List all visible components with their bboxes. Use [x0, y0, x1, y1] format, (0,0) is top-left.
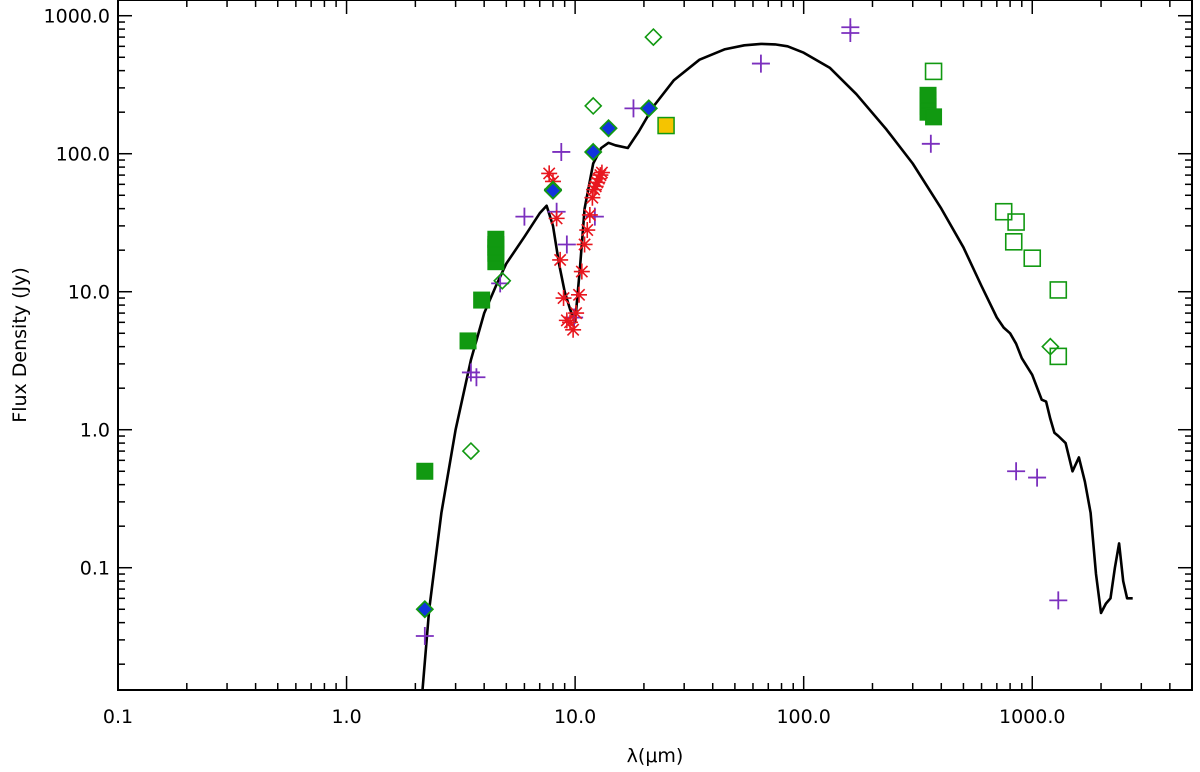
open-diamond-marker: [493, 271, 512, 290]
asterisk-marker: [552, 251, 569, 268]
filled-diamond-marker: [543, 181, 563, 200]
x-tick-label: 1000.0: [999, 706, 1065, 728]
axis-ticks: [117, 0, 1193, 690]
plus-marker: [467, 368, 486, 387]
asterisk-marker: [581, 206, 598, 223]
plus-marker: [624, 99, 643, 118]
plus-marker: [415, 627, 434, 646]
y-tick-label: 0.1: [80, 558, 110, 580]
asterisk-marker: [584, 189, 601, 206]
x-tick-label: 10.0: [554, 706, 596, 728]
plus-marker: [552, 142, 571, 161]
asterisk-marker: [576, 236, 593, 253]
model-sed-line: [421, 42, 1133, 691]
asterisk-marker: [555, 290, 572, 307]
open-diamond-marker: [584, 96, 603, 116]
data-marks: [415, 18, 1068, 646]
asterisk-marker: [548, 210, 565, 227]
y-tick-label: 10.0: [68, 282, 110, 304]
asterisk-marker: [558, 312, 575, 329]
open-square-marker: [924, 62, 943, 81]
y-tick-label: 1.0: [80, 420, 110, 442]
model-curve-group: [421, 42, 1133, 691]
y-tick-label: 1000.0: [44, 6, 110, 28]
open-diamond-marker: [644, 27, 663, 47]
asterisk-marker: [571, 286, 588, 303]
plus-marker: [921, 134, 940, 153]
x-tick-label: 1.0: [331, 706, 361, 728]
x-tick-label: 0.1: [103, 706, 133, 728]
yellow-square-marker: [657, 116, 675, 135]
asterisk-marker: [565, 321, 582, 338]
asterisk-marker: [586, 181, 603, 198]
filled-diamond-marker: [639, 99, 659, 118]
plus-marker: [1028, 468, 1047, 487]
asterisk-marker: [579, 222, 596, 239]
filled-square-marker: [416, 462, 434, 480]
asterisk-marker: [593, 164, 610, 181]
open-square-marker: [1049, 347, 1068, 366]
plot-frame: [117, 0, 1193, 691]
open-diamond-marker: [461, 441, 481, 461]
asterisk-marker: [562, 314, 579, 331]
y-axis-label: Flux Density (Jy): [9, 267, 31, 422]
filled-diamond-marker: [599, 118, 618, 138]
plus-marker: [751, 54, 770, 73]
plus-marker: [515, 207, 534, 226]
filled-diamond-marker: [415, 599, 435, 619]
asterisk-marker: [568, 305, 585, 322]
asterisk-marker: [573, 263, 590, 280]
filled-square-marker: [487, 230, 505, 248]
filled-square-marker: [459, 332, 477, 350]
asterisk-marker: [590, 170, 607, 187]
asterisk-marker: [589, 174, 606, 191]
asterisk-marker: [541, 165, 558, 182]
tick-labels: 0.1 1.0 10.0 100.0 1000.0 0.1 1.0 10.0 100.0 1000…: [44, 6, 1066, 728]
plus-marker: [1007, 462, 1026, 481]
filled-square-marker: [473, 291, 491, 309]
x-axis-label: λ(μm): [627, 745, 684, 767]
plus-marker: [491, 274, 510, 293]
x-tick-label: 100.0: [776, 706, 830, 728]
open-square-marker: [1023, 249, 1042, 267]
open-square-marker: [1004, 233, 1023, 251]
filled-square-marker: [925, 108, 943, 126]
plus-marker: [841, 18, 860, 37]
open-square-marker: [994, 202, 1013, 221]
open-square-marker: [1049, 281, 1068, 299]
open-square-marker: [1007, 213, 1025, 231]
y-tick-label: 100.0: [56, 144, 110, 166]
asterisk-marker: [587, 178, 604, 195]
plus-marker: [557, 235, 576, 254]
filled-square-marker: [919, 86, 937, 104]
plus-marker: [1049, 591, 1068, 610]
filled-diamond-marker: [583, 142, 603, 162]
